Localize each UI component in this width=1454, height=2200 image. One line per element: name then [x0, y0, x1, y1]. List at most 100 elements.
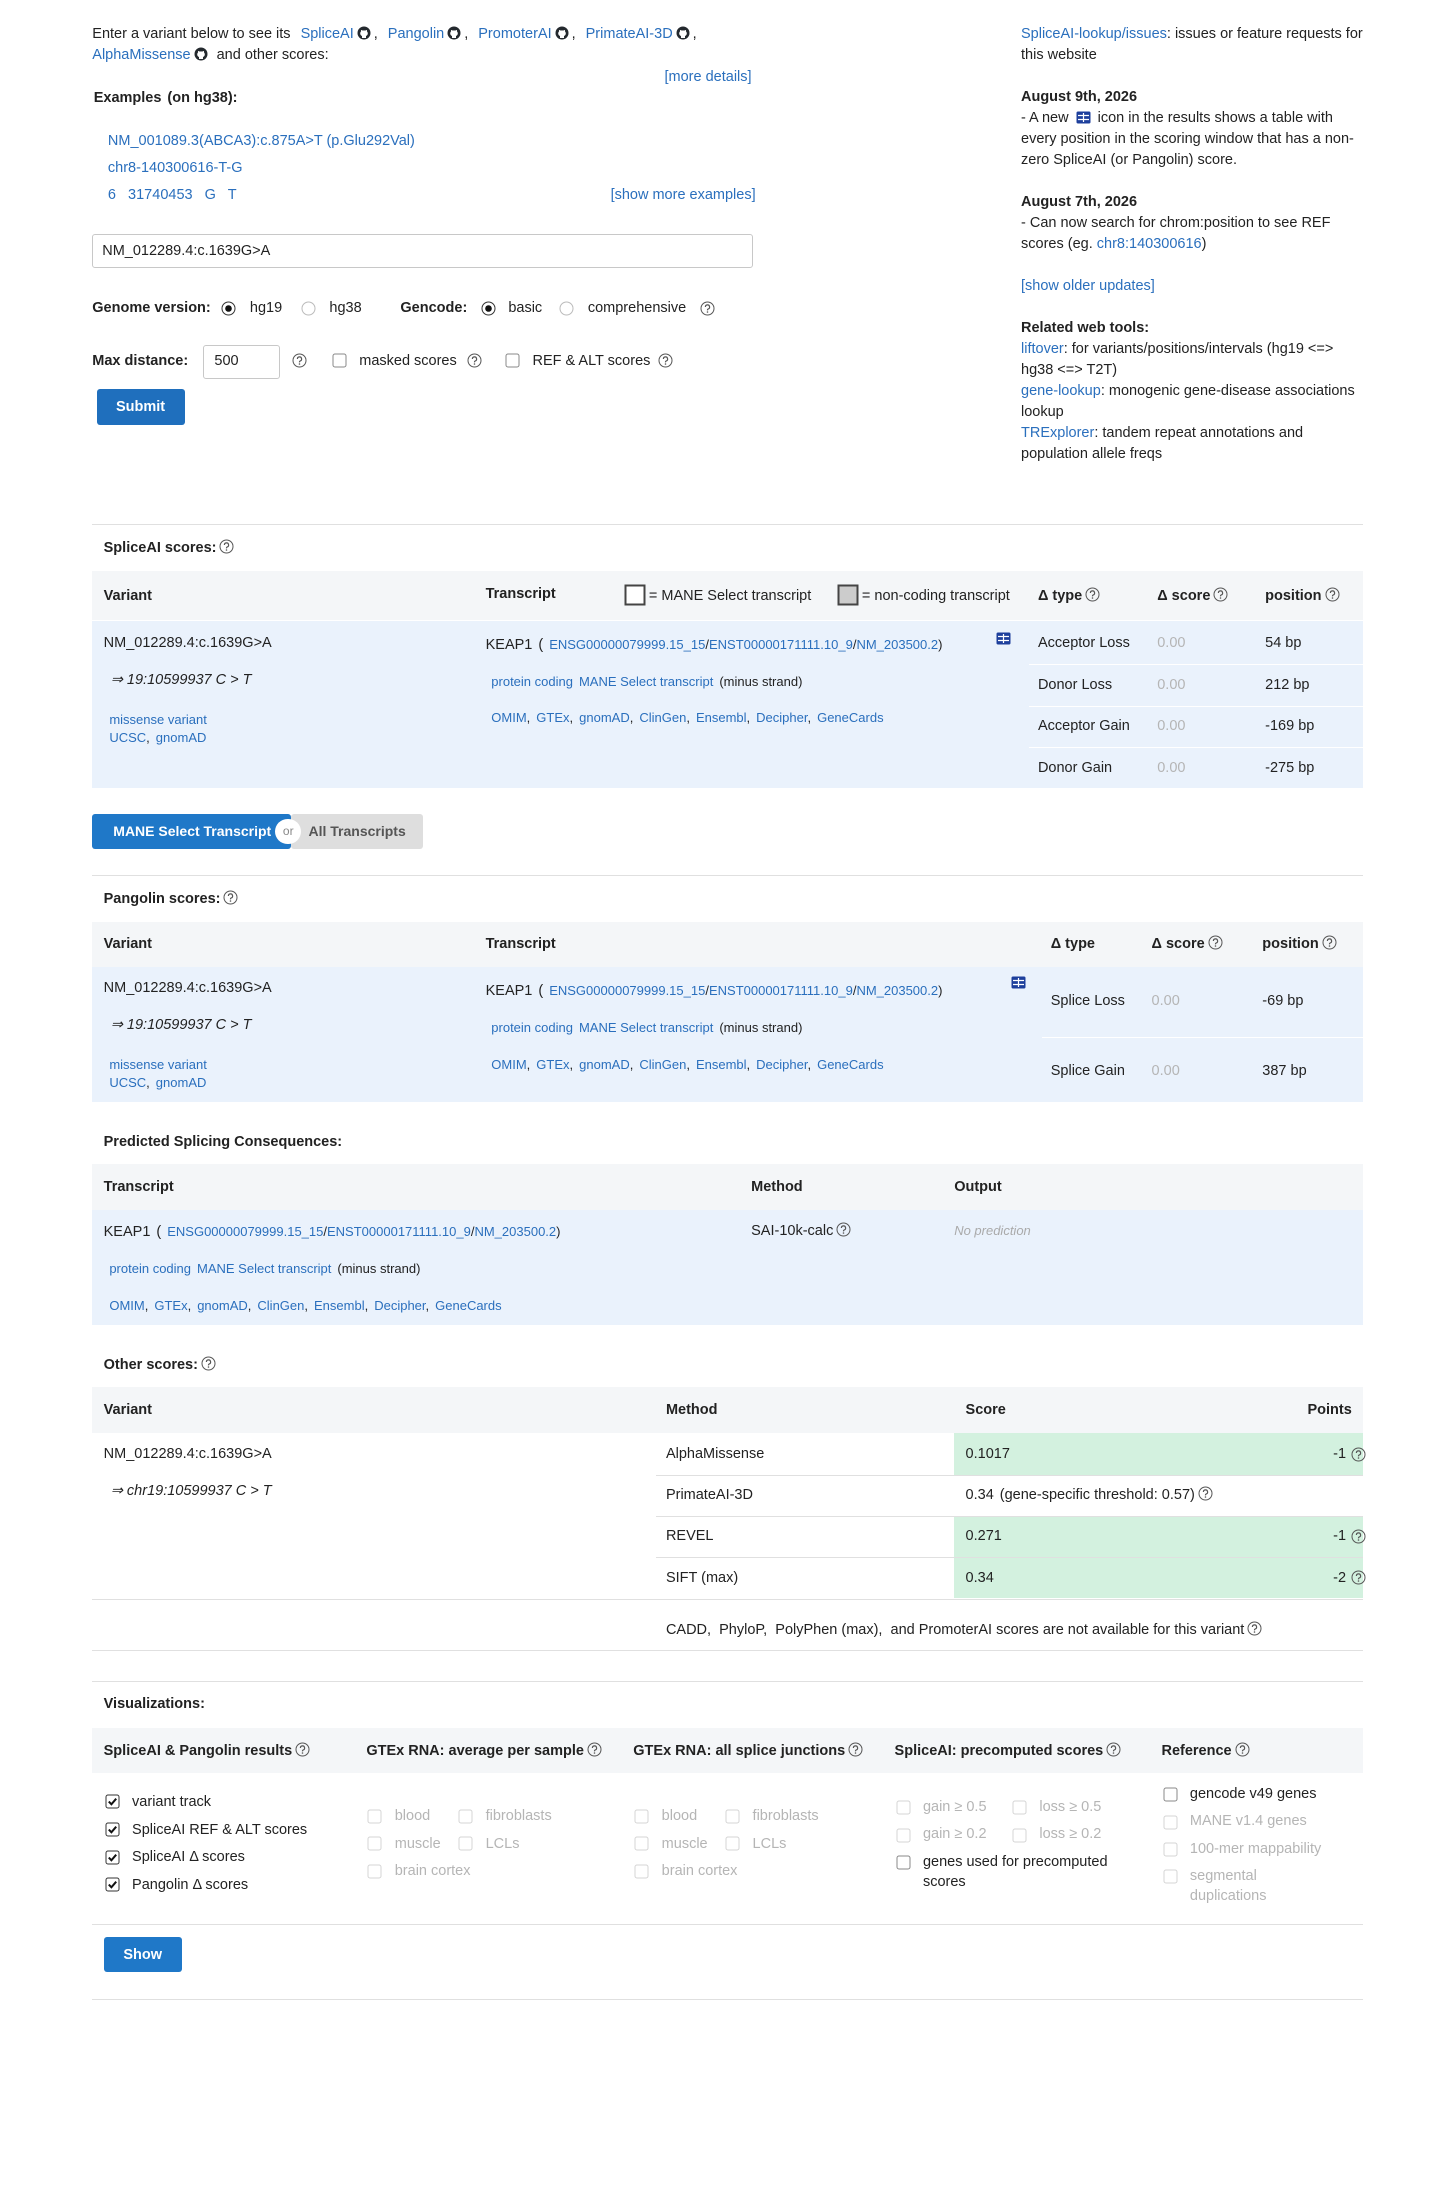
show-button[interactable]: Show	[103, 1936, 182, 1973]
transcript-id-link[interactable]: NM_203500.2	[856, 636, 939, 652]
transcript-link[interactable]: Decipher	[756, 1056, 808, 1072]
transcript-id-link[interactable]: ENST00000171111.10_9	[327, 1224, 471, 1240]
radio[interactable]	[301, 301, 316, 316]
column-title: Reference	[1161, 1742, 1252, 1760]
mane-toggle[interactable]: MANE Select Transcript	[92, 813, 292, 850]
table-icon[interactable]	[1011, 976, 1026, 989]
transcript-link[interactable]: Decipher	[756, 710, 808, 726]
transcript-link[interactable]: ClinGen	[257, 1298, 305, 1314]
help-icon[interactable]	[700, 301, 715, 316]
help-icon-part	[1213, 587, 1228, 602]
variant-link[interactable]: gnomAD	[155, 730, 207, 746]
checkbox[interactable]	[105, 1794, 120, 1809]
biotype-tag[interactable]: protein coding	[491, 673, 573, 689]
variant-link[interactable]: UCSC	[109, 730, 147, 746]
help-icon[interactable]	[658, 353, 673, 368]
transcript-link[interactable]: Ensembl	[695, 1056, 747, 1072]
all-toggle[interactable]: All Transcripts	[291, 813, 424, 850]
tool-link[interactable]: SpliceAI	[300, 26, 354, 43]
example-link[interactable]: NM_001089.3(ABCA3):c.875A>T (p.Glu292Val…	[107, 132, 415, 149]
radio-part-part	[559, 301, 574, 316]
consequence-link[interactable]: missense variant	[109, 1056, 207, 1072]
mane-tag[interactable]: MANE Select transcript	[578, 1020, 714, 1036]
transcript-link[interactable]: Decipher	[374, 1298, 426, 1314]
radio[interactable]	[559, 301, 574, 316]
help-icon-part	[1235, 1742, 1250, 1757]
table-row	[92, 620, 1364, 789]
table-icon[interactable]	[996, 632, 1011, 645]
radio[interactable]	[481, 301, 496, 316]
example-link[interactable]: chr8-140300616-T-G	[107, 159, 243, 176]
transcript-link[interactable]: GTEx	[536, 1056, 570, 1072]
checkbox[interactable]	[105, 1877, 120, 1892]
transcript-link[interactable]: GeneCards	[435, 1298, 502, 1314]
transcript-link[interactable]: Ensembl	[314, 1298, 365, 1314]
variant-input[interactable]	[92, 234, 753, 269]
transcript-link[interactable]: OMIM	[491, 710, 527, 726]
checkbox[interactable]	[332, 353, 347, 368]
transcript-id-link[interactable]: ENSG00000079999.15_15	[549, 983, 706, 999]
issues-link[interactable]: SpliceAI-lookup/issues	[1021, 26, 1167, 42]
tool-link[interactable]: PrimateAI-3D	[585, 26, 673, 43]
transcript-id-link[interactable]: ENSG00000079999.15_15	[549, 636, 706, 652]
transcript-link[interactable]: gnomAD	[579, 710, 630, 726]
transcript-link[interactable]: GeneCards	[817, 1056, 884, 1072]
transcript-id-link[interactable]: ENST00000171111.10_9	[708, 636, 853, 652]
checkbox[interactable]	[505, 353, 520, 368]
transcript-link[interactable]: OMIM	[109, 1298, 145, 1314]
update-link[interactable]: chr8:140300616	[1096, 236, 1202, 252]
tool-link[interactable]: AlphaMissense	[92, 47, 191, 64]
tool-link[interactable]: gene-lookup	[1021, 383, 1101, 399]
transcript-id-link[interactable]: ENST00000171111.10_9	[708, 983, 853, 999]
tool-link[interactable]: TRExplorer	[1021, 425, 1095, 441]
mane-tag[interactable]: MANE Select transcript	[578, 673, 714, 689]
help-icon[interactable]	[292, 353, 307, 368]
transcript-id-link[interactable]: NM_203500.2	[474, 1224, 557, 1240]
help-icon-part	[1322, 935, 1337, 950]
radio[interactable]	[221, 301, 236, 316]
tool-link[interactable]: liftover	[1021, 341, 1064, 357]
mane-tag[interactable]: MANE Select transcript	[197, 1261, 332, 1277]
help-icon[interactable]	[467, 353, 482, 368]
delta-position: 387 bp	[1262, 1062, 1307, 1079]
transcript-link[interactable]: ClinGen	[639, 1056, 687, 1072]
variant-link[interactable]: gnomAD	[155, 1075, 207, 1091]
show-more-link[interactable]: [show more examples]	[610, 186, 756, 203]
submit-button[interactable]: Submit	[96, 389, 185, 425]
checkbox[interactable]	[105, 1850, 120, 1865]
variant-link[interactable]: UCSC	[109, 1075, 147, 1091]
checkbox[interactable]	[1163, 1787, 1178, 1802]
more-details-link[interactable]: [more details]	[664, 68, 752, 85]
gene-name: KEAP1	[103, 1224, 151, 1241]
biotype-tag[interactable]: protein coding	[109, 1261, 191, 1277]
transcript-link[interactable]: OMIM	[491, 1056, 527, 1072]
help-icon[interactable]	[1351, 1447, 1366, 1462]
biotype-tag[interactable]: protein coding	[491, 1020, 573, 1036]
consequence-link[interactable]: missense variant	[109, 711, 207, 727]
transcript-id-link[interactable]: ENSG00000079999.15_15	[167, 1224, 324, 1240]
separator: ,	[569, 710, 574, 726]
checkbox-part	[634, 1864, 649, 1879]
help-icon[interactable]	[1351, 1570, 1366, 1585]
max-distance-input[interactable]	[203, 345, 280, 380]
transcript-link[interactable]: GTEx	[536, 710, 570, 726]
transcript-link[interactable]: ClinGen	[639, 710, 687, 726]
tool-link[interactable]: PromoterAI	[478, 26, 552, 43]
intro-line: Enter a variant below to see its SpliceAI…	[92, 25, 696, 43]
checkbox[interactable]	[105, 1822, 120, 1837]
older-updates-link[interactable]: [show older updates]	[1021, 278, 1155, 294]
transcript-link[interactable]: GTEx	[154, 1298, 188, 1314]
related-tools: Related web tools: liftover: for variant…	[1021, 318, 1366, 465]
table-row	[92, 1209, 1364, 1325]
radio-part	[301, 301, 316, 316]
checkbox[interactable]	[896, 1855, 911, 1870]
table-icon-part-part	[1012, 978, 1024, 988]
transcript-link[interactable]: GeneCards	[817, 710, 884, 726]
transcript-link[interactable]: Ensembl	[695, 710, 747, 726]
tool-link[interactable]: Pangolin	[387, 26, 445, 43]
transcript-id-link[interactable]: NM_203500.2	[856, 983, 939, 999]
transcript-link[interactable]: gnomAD	[197, 1298, 248, 1314]
example-link[interactable]: 6 31740453 G T	[107, 187, 237, 204]
help-icon[interactable]	[1351, 1529, 1366, 1544]
transcript-link[interactable]: gnomAD	[579, 1056, 630, 1072]
